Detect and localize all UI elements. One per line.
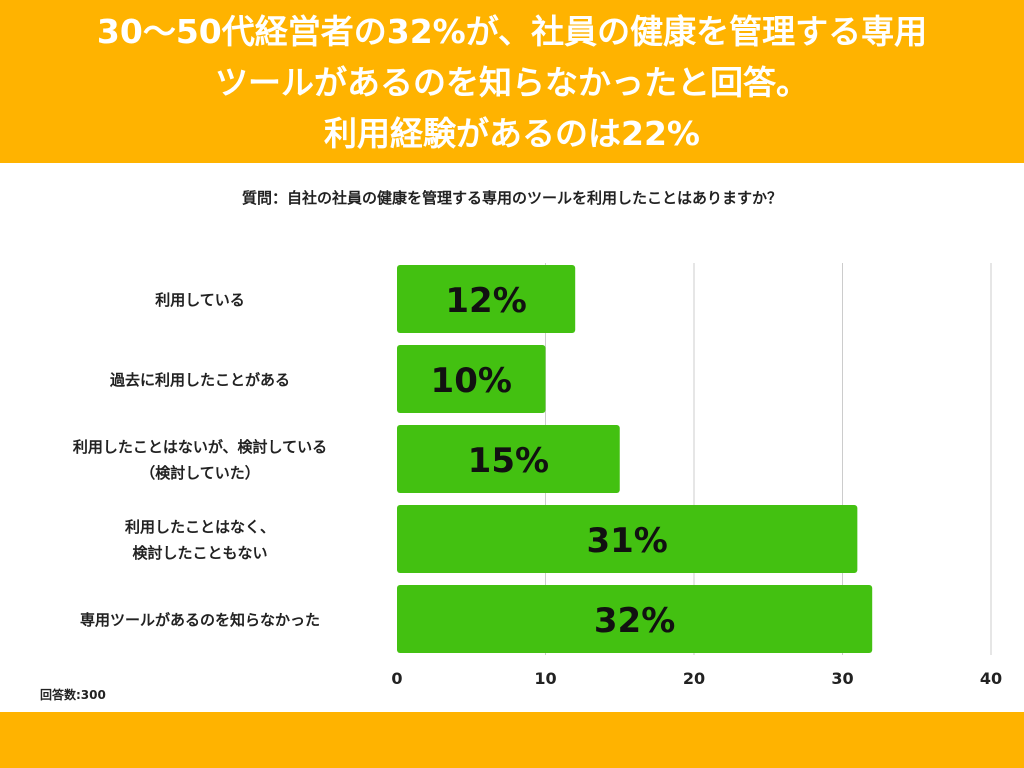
bar — [397, 425, 620, 493]
bar — [397, 585, 873, 653]
category-label: 利用したことはないが、検討している — [73, 438, 327, 456]
footer-bar — [0, 712, 1024, 768]
x-tick-label: 40 — [980, 669, 1002, 688]
data-label: 31% — [586, 521, 667, 561]
question-text: 質問：自社の社員の健康を管理する専用のツールを利用したことはありますか？ — [241, 189, 782, 207]
title-line-2: ツールがあるのを知らなかったと回答。 — [215, 63, 809, 102]
category-label: 検討したこともない — [132, 544, 267, 562]
data-label: 10% — [431, 361, 512, 401]
data-label: 32% — [594, 601, 675, 641]
data-label: 12% — [445, 281, 526, 321]
x-tick-label: 10 — [534, 669, 556, 688]
bar-chart: 12% 利用している 10% 過去に利用したことがある 15% 利用したことはないが、検討… — [73, 263, 1002, 688]
title-line-3: 利用経験があるのは22% — [324, 114, 700, 153]
x-tick-label: 0 — [391, 669, 402, 688]
category-label: 過去に利用したことがある — [109, 371, 290, 389]
category-label: 専用ツールがあるのを知らなかった — [80, 611, 320, 629]
x-tick-label: 30 — [831, 669, 853, 688]
response-count: 回答数:300 — [40, 688, 106, 702]
data-label: 15% — [468, 441, 549, 481]
x-tick-label: 20 — [683, 669, 705, 688]
category-label: 利用している — [155, 291, 245, 309]
bar — [397, 505, 858, 573]
title-line-1: 30〜50代経営者の32%が、社員の健康を管理する専用 — [96, 12, 928, 51]
category-label: 利用したことはなく、 — [125, 518, 275, 536]
bar — [397, 265, 576, 333]
category-label: （検討していた） — [140, 464, 260, 482]
bar — [397, 345, 546, 413]
header-banner: 30〜50代経営者の32%が、社員の健康を管理する専用 ツールがあるのを知らなか… — [0, 0, 1024, 163]
